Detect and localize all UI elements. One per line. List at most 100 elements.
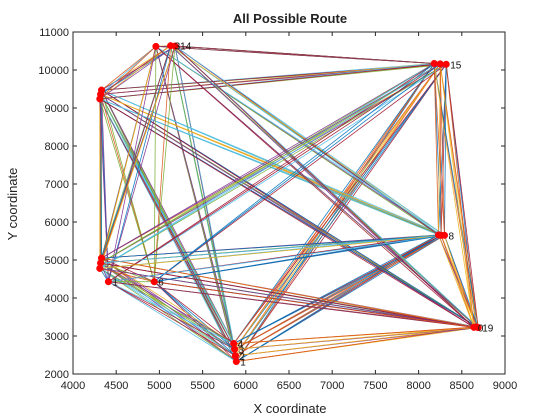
- route-line: [444, 235, 475, 328]
- x-axis-ticks: 4000 4500 5000 5500 6000 6500 7000 7500 8000 8500…: [61, 32, 517, 392]
- route-lines: [99, 45, 479, 362]
- route-line: [108, 281, 236, 357]
- route-line: [100, 46, 157, 95]
- route-line: [433, 63, 445, 236]
- route-line: [100, 94, 235, 344]
- route-line: [153, 46, 157, 282]
- route-line: [155, 46, 475, 328]
- route-line: [108, 281, 234, 344]
- y-tick-label: 2000: [45, 369, 69, 381]
- x-tick-label: 6000: [234, 380, 258, 392]
- route-line: [99, 234, 445, 269]
- point-marker: [442, 60, 450, 68]
- route-line: [174, 45, 475, 328]
- route-line: [153, 63, 435, 283]
- route-line: [99, 268, 474, 328]
- x-tick-label: 5000: [147, 380, 171, 392]
- route-line: [154, 234, 445, 283]
- route-line: [153, 281, 235, 350]
- point-label: 4: [238, 340, 244, 351]
- point-label: 314: [175, 42, 192, 53]
- point-label: 2: [239, 352, 245, 363]
- route-line: [101, 63, 441, 259]
- route-line: [155, 46, 445, 236]
- point-label: 15: [450, 60, 462, 71]
- route-line: [101, 46, 157, 91]
- route-line: [99, 268, 237, 362]
- route-line: [440, 64, 447, 236]
- y-tick-label: 11000: [39, 27, 69, 39]
- y-tick-label: 4000: [45, 293, 69, 305]
- route-line: [100, 234, 445, 264]
- route-line: [433, 63, 475, 328]
- point-marker: [440, 231, 449, 239]
- y-axis-ticks: 2000300040005000600070008000900010000110…: [38, 27, 505, 381]
- x-tick-label: 7000: [320, 380, 344, 392]
- route-line: [101, 89, 235, 344]
- y-tick-label: 10000: [38, 65, 69, 77]
- route-line: [108, 45, 171, 282]
- point-label: 6: [158, 278, 164, 289]
- route-line: [99, 268, 155, 283]
- route-line: [108, 63, 447, 283]
- route-line: [153, 45, 171, 282]
- route-line: [438, 234, 475, 328]
- route-line: [439, 63, 479, 328]
- route-line: [99, 63, 441, 100]
- route-line: [153, 281, 234, 344]
- y-tick-label: 8000: [45, 141, 69, 153]
- route-line: [233, 234, 445, 344]
- point-label: 1: [112, 278, 118, 289]
- route-line: [155, 46, 439, 236]
- route-line: [233, 64, 447, 344]
- route-line: [101, 257, 474, 328]
- route-line: [100, 262, 474, 328]
- route-line: [99, 46, 157, 100]
- chart-title: All Possible Route: [233, 11, 347, 26]
- route-line: [233, 234, 439, 344]
- point-label: 8: [449, 231, 455, 242]
- route-line: [108, 281, 237, 362]
- route-line: [233, 63, 441, 344]
- route-line: [99, 45, 171, 100]
- point-marker: [171, 42, 179, 50]
- route-line: [108, 234, 445, 283]
- point-marker: [96, 264, 104, 272]
- point-marker: [470, 323, 478, 331]
- x-tick-label: 9000: [493, 380, 517, 392]
- route-line: [439, 63, 445, 236]
- route-line: [99, 45, 176, 100]
- x-tick-label: 5500: [190, 380, 214, 392]
- route-line: [233, 326, 474, 344]
- point-label: 3: [239, 345, 245, 356]
- route-line: [154, 281, 474, 328]
- y-tick-label: 6000: [45, 217, 69, 229]
- route-line: [99, 98, 475, 328]
- route-line: [153, 63, 447, 283]
- route-line: [108, 281, 474, 328]
- y-tick-label: 9000: [45, 103, 69, 115]
- route-line: [170, 45, 475, 328]
- route-line: [108, 281, 235, 350]
- route-line: [235, 64, 447, 362]
- route-line: [155, 46, 235, 344]
- route-line: [170, 45, 235, 344]
- route-line: [445, 64, 475, 328]
- point-label: 19: [482, 324, 494, 335]
- route-line: [439, 63, 442, 236]
- point-marker: [104, 278, 112, 286]
- route-line: [100, 45, 171, 95]
- point-marker: [96, 95, 104, 103]
- route-line: [439, 63, 475, 328]
- y-axis-label: Y coordinate: [5, 168, 20, 241]
- route-line: [445, 64, 479, 328]
- route-line: [234, 234, 445, 350]
- route-line: [99, 63, 435, 269]
- route-line: [99, 268, 234, 344]
- route-line: [99, 98, 109, 282]
- route-line: [101, 63, 435, 259]
- route-line: [234, 326, 474, 350]
- point-label: 1: [240, 358, 246, 369]
